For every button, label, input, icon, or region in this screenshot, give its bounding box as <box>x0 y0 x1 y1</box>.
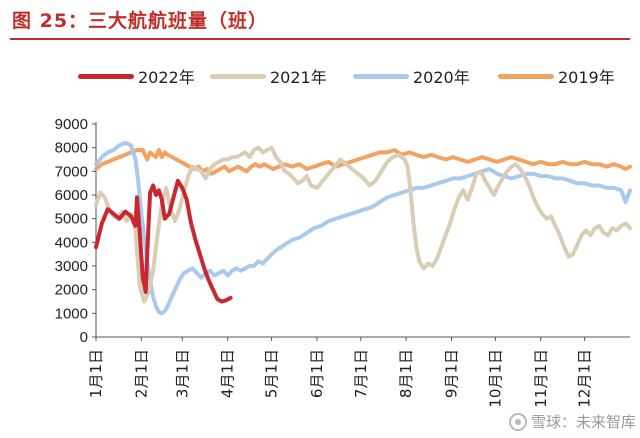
legend-item-2019: 2019年 <box>498 64 615 88</box>
y-tick-label: 1000 <box>55 305 88 322</box>
y-tick-label: 4000 <box>55 234 88 251</box>
x-tick-label: 3月1日 <box>173 349 191 398</box>
y-tick-label: 3000 <box>55 258 88 275</box>
x-tick-label: 7月1日 <box>352 349 370 398</box>
x-tick-label: 10月1日 <box>486 349 504 408</box>
legend-label-2019: 2019年 <box>558 68 615 87</box>
y-tick-label: 9000 <box>55 116 88 133</box>
x-tick-label: 6月1日 <box>308 349 326 398</box>
x-tick-label: 8月1日 <box>397 349 415 398</box>
x-tick-label: 9月1日 <box>443 349 461 398</box>
legend-label-2022: 2022年 <box>138 68 195 87</box>
x-tick-label: 2月1日 <box>132 349 150 398</box>
x-tick-label: 11月1日 <box>532 349 550 408</box>
legend-item-2021: 2021年 <box>210 64 327 88</box>
snowball-logo-icon <box>508 412 527 431</box>
y-tick-label: 0 <box>80 329 88 346</box>
series-line-2022 <box>94 178 233 304</box>
figure-title: 图 25：三大航航班量（班） <box>12 10 269 32</box>
title-divider <box>10 38 630 40</box>
watermark-text: 雪球：未来智库 <box>530 413 636 431</box>
legend-label-2020: 2020年 <box>413 68 470 87</box>
y-tick-label: 6000 <box>55 187 88 204</box>
y-tick-label: 8000 <box>55 140 88 157</box>
y-tick-label: 7000 <box>55 163 88 180</box>
chart-legend: 2022年 2021年 2020年 2019年 <box>78 64 638 88</box>
legend-label-2021: 2021年 <box>270 68 327 87</box>
legend-item-2022: 2022年 <box>78 64 195 88</box>
y-tick-label: 5000 <box>55 211 88 228</box>
x-tick-label: 5月1日 <box>263 349 281 398</box>
x-tick-label: 4月1日 <box>219 349 237 398</box>
series-line-2021 <box>94 145 632 304</box>
legend-swatch-2020 <box>353 73 409 79</box>
y-tick-label: 2000 <box>55 282 88 299</box>
series-line-2019 <box>94 148 632 176</box>
series-line-2020 <box>94 140 632 316</box>
legend-swatch-2019 <box>498 73 554 79</box>
legend-swatch-2022 <box>78 73 134 79</box>
legend-swatch-2021 <box>210 73 266 79</box>
legend-item-2020: 2020年 <box>353 64 470 88</box>
watermark: 雪球：未来智库 <box>508 411 636 432</box>
x-tick-label: 1月1日 <box>87 349 105 398</box>
x-tick-label: 12月1日 <box>576 349 594 408</box>
